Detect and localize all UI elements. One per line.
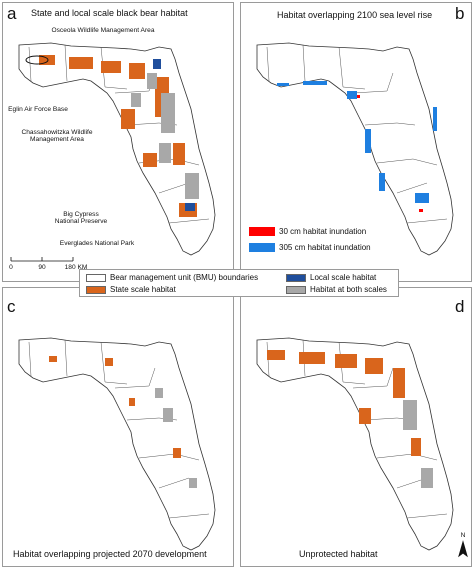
annotation-bigcypress: Big Cypress National Preserve <box>54 211 108 226</box>
panel-b: b Habitat overlapping 2100 sea level ris… <box>240 2 472 282</box>
panel-d-title: Unprotected habitat <box>299 549 378 559</box>
slr-305-patches <box>277 81 437 203</box>
legend-label-30cm: 30 cm habitat inundation <box>279 227 367 236</box>
panel-b-label: b <box>455 4 465 23</box>
scale-tick-90: 90 <box>38 264 46 271</box>
legend-label-both: Habitat at both scales <box>310 285 387 294</box>
legend-label-state: State scale habitat <box>110 285 176 294</box>
north-label: N <box>460 532 466 539</box>
panel-a-label: a <box>7 4 17 23</box>
legend-swatch-local <box>286 274 306 282</box>
slr-30-patches <box>357 95 423 212</box>
development-overlap-patches <box>49 356 197 488</box>
local-habitat-patches <box>25 55 195 211</box>
legend-label-305cm: 305 cm habitat inundation <box>279 243 371 252</box>
legend-swatch-both <box>286 286 306 294</box>
shared-legend: Bear management unit (BMU) boundaries Lo… <box>79 269 399 297</box>
legend-swatch-305cm <box>249 243 275 252</box>
panel-b-title: Habitat overlapping 2100 sea level rise <box>277 10 433 20</box>
legend-swatch-state <box>86 286 106 294</box>
north-arrow <box>458 540 468 558</box>
unprotected-patches <box>267 350 433 488</box>
map-b <box>256 42 454 256</box>
map-a <box>10 42 216 262</box>
map-c <box>18 337 216 551</box>
legend-label-bmu: Bear management unit (BMU) boundaries <box>110 273 259 282</box>
panel-c: c Habitat overlapping projected 2070 dev… <box>2 287 234 567</box>
scale-bar <box>10 257 74 262</box>
annotation-chassa: Chassahowitzka Wildlife Management Area <box>21 129 93 144</box>
panel-d-label: d <box>455 297 465 316</box>
legend-label-local: Local scale habitat <box>310 273 377 282</box>
legend-swatch-30cm <box>249 227 275 236</box>
legend-swatch-bmu <box>86 274 106 282</box>
annotation-osceola: Osceola Wildlife Management Area <box>51 27 155 34</box>
annotation-eglin: Eglin Air Force Base <box>8 106 68 113</box>
panel-c-label: c <box>7 297 16 316</box>
map-d <box>256 337 468 558</box>
panel-d: d Unprotected habitat N <box>240 287 472 567</box>
scale-tick-180: 180 KM <box>64 264 88 271</box>
panel-a-title: State and local scale black bear habitat <box>31 8 188 18</box>
both-habitat-patches <box>131 73 199 199</box>
scale-tick-0: 0 <box>9 264 13 271</box>
panel-a: a State and local scale black bear habit… <box>2 2 234 282</box>
annotation-everglades: Everglades National Park <box>59 240 135 247</box>
panel-c-title: Habitat overlapping projected 2070 devel… <box>13 549 207 559</box>
